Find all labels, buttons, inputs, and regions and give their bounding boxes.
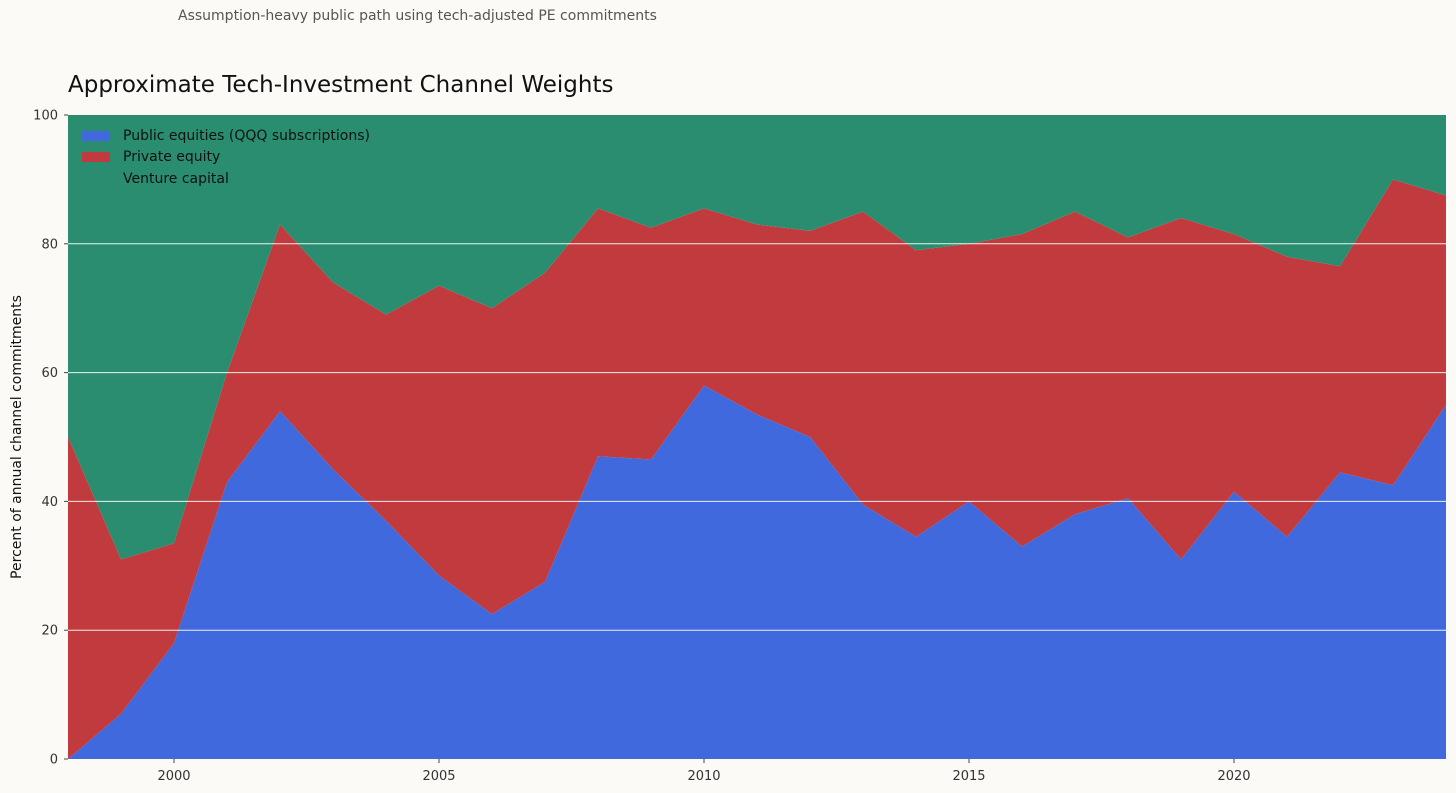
chart-title: Approximate Tech-Investment Channel Weig… (68, 72, 614, 98)
area-series-1 (68, 179, 1446, 759)
legend-swatch (82, 173, 110, 184)
y-axis-ticks: 0 20 40 60 80 100 (33, 109, 68, 768)
y-tick-label: 0 (50, 753, 58, 768)
x-tick-label: 2005 (422, 769, 455, 784)
y-tick-label: 80 (41, 237, 58, 252)
legend-label: Public equities (QQQ subscriptions) (123, 127, 371, 144)
x-axis-ticks: 2000 2005 2010 2015 2020 (157, 759, 1251, 784)
legend-swatch (82, 130, 110, 141)
area-series-0 (68, 385, 1446, 759)
x-tick-label: 2015 (952, 769, 985, 784)
chart-legend: Public equities (QQQ subscriptions) Priva… (82, 125, 370, 190)
grid-lines (68, 243, 1446, 631)
chart-subtitle: Assumption-heavy public path using tech-… (178, 8, 657, 24)
legend-label: Venture capital (123, 170, 229, 187)
area-series-2 (68, 115, 1446, 560)
legend-item: Venture capital (82, 168, 370, 190)
x-tick-label: 2020 (1217, 769, 1250, 784)
x-tick-label: 2010 (687, 769, 720, 784)
y-tick-label: 40 (41, 495, 58, 510)
legend-swatch (82, 152, 110, 163)
y-tick-label: 20 (41, 624, 58, 639)
legend-label: Private equity (123, 149, 221, 166)
y-tick-label: 60 (41, 366, 58, 381)
legend-item: Private equity (82, 147, 370, 169)
area-layers (68, 115, 1446, 759)
legend-item: Public equities (QQQ subscriptions) (82, 125, 370, 147)
x-tick-label: 2000 (157, 769, 190, 784)
y-tick-label: 100 (33, 109, 58, 124)
